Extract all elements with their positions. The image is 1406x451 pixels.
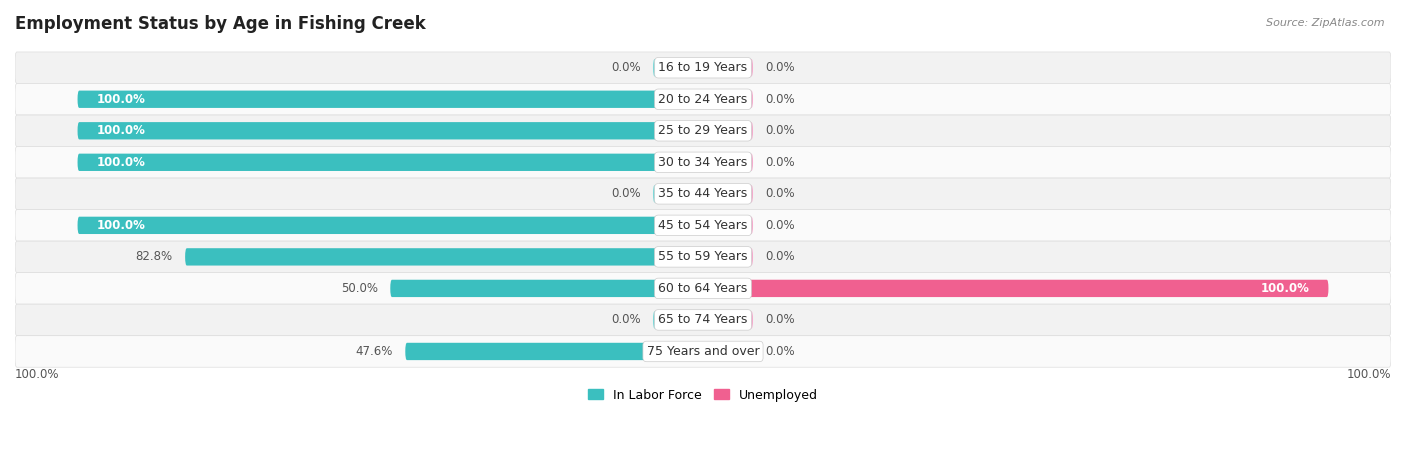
Text: 100.0%: 100.0% bbox=[15, 368, 59, 381]
Text: 50.0%: 50.0% bbox=[340, 282, 378, 295]
Text: 100.0%: 100.0% bbox=[96, 156, 145, 169]
Text: Source: ZipAtlas.com: Source: ZipAtlas.com bbox=[1267, 18, 1385, 28]
FancyBboxPatch shape bbox=[652, 59, 703, 76]
FancyBboxPatch shape bbox=[186, 248, 703, 266]
Text: 0.0%: 0.0% bbox=[765, 219, 796, 232]
FancyBboxPatch shape bbox=[703, 343, 754, 360]
FancyBboxPatch shape bbox=[15, 336, 1391, 367]
Text: 0.0%: 0.0% bbox=[765, 124, 796, 137]
FancyBboxPatch shape bbox=[77, 91, 703, 108]
Text: 0.0%: 0.0% bbox=[610, 61, 641, 74]
FancyBboxPatch shape bbox=[15, 115, 1391, 147]
FancyBboxPatch shape bbox=[703, 154, 754, 171]
Text: 0.0%: 0.0% bbox=[765, 250, 796, 263]
Text: 100.0%: 100.0% bbox=[96, 219, 145, 232]
Text: 20 to 24 Years: 20 to 24 Years bbox=[658, 93, 748, 106]
FancyBboxPatch shape bbox=[391, 280, 703, 297]
FancyBboxPatch shape bbox=[15, 210, 1391, 241]
Text: 30 to 34 Years: 30 to 34 Years bbox=[658, 156, 748, 169]
FancyBboxPatch shape bbox=[703, 216, 754, 234]
FancyBboxPatch shape bbox=[15, 273, 1391, 304]
Text: 0.0%: 0.0% bbox=[765, 187, 796, 200]
FancyBboxPatch shape bbox=[77, 122, 703, 139]
FancyBboxPatch shape bbox=[15, 52, 1391, 83]
Text: 100.0%: 100.0% bbox=[1261, 282, 1310, 295]
Text: 65 to 74 Years: 65 to 74 Years bbox=[658, 313, 748, 327]
FancyBboxPatch shape bbox=[703, 122, 754, 139]
Text: 100.0%: 100.0% bbox=[1347, 368, 1391, 381]
Text: 16 to 19 Years: 16 to 19 Years bbox=[658, 61, 748, 74]
Text: 0.0%: 0.0% bbox=[610, 313, 641, 327]
Text: 45 to 54 Years: 45 to 54 Years bbox=[658, 219, 748, 232]
Text: 100.0%: 100.0% bbox=[96, 124, 145, 137]
FancyBboxPatch shape bbox=[703, 59, 754, 76]
Text: 75 Years and over: 75 Years and over bbox=[647, 345, 759, 358]
FancyBboxPatch shape bbox=[703, 248, 754, 266]
FancyBboxPatch shape bbox=[703, 185, 754, 202]
Text: 55 to 59 Years: 55 to 59 Years bbox=[658, 250, 748, 263]
FancyBboxPatch shape bbox=[405, 343, 703, 360]
FancyBboxPatch shape bbox=[15, 178, 1391, 210]
Text: 47.6%: 47.6% bbox=[356, 345, 392, 358]
Text: 35 to 44 Years: 35 to 44 Years bbox=[658, 187, 748, 200]
FancyBboxPatch shape bbox=[77, 216, 703, 234]
FancyBboxPatch shape bbox=[77, 154, 703, 171]
FancyBboxPatch shape bbox=[703, 311, 754, 329]
FancyBboxPatch shape bbox=[652, 185, 703, 202]
Text: 0.0%: 0.0% bbox=[765, 93, 796, 106]
FancyBboxPatch shape bbox=[15, 83, 1391, 115]
FancyBboxPatch shape bbox=[15, 147, 1391, 178]
Text: 0.0%: 0.0% bbox=[765, 313, 796, 327]
Text: 0.0%: 0.0% bbox=[765, 156, 796, 169]
Text: 82.8%: 82.8% bbox=[135, 250, 173, 263]
FancyBboxPatch shape bbox=[703, 280, 1329, 297]
Legend: In Labor Force, Unemployed: In Labor Force, Unemployed bbox=[583, 384, 823, 407]
Text: Employment Status by Age in Fishing Creek: Employment Status by Age in Fishing Cree… bbox=[15, 15, 426, 33]
Text: 0.0%: 0.0% bbox=[610, 187, 641, 200]
Text: 25 to 29 Years: 25 to 29 Years bbox=[658, 124, 748, 137]
FancyBboxPatch shape bbox=[15, 241, 1391, 273]
Text: 0.0%: 0.0% bbox=[765, 345, 796, 358]
FancyBboxPatch shape bbox=[703, 91, 754, 108]
Text: 60 to 64 Years: 60 to 64 Years bbox=[658, 282, 748, 295]
Text: 100.0%: 100.0% bbox=[96, 93, 145, 106]
FancyBboxPatch shape bbox=[15, 304, 1391, 336]
FancyBboxPatch shape bbox=[652, 311, 703, 329]
Text: 0.0%: 0.0% bbox=[765, 61, 796, 74]
